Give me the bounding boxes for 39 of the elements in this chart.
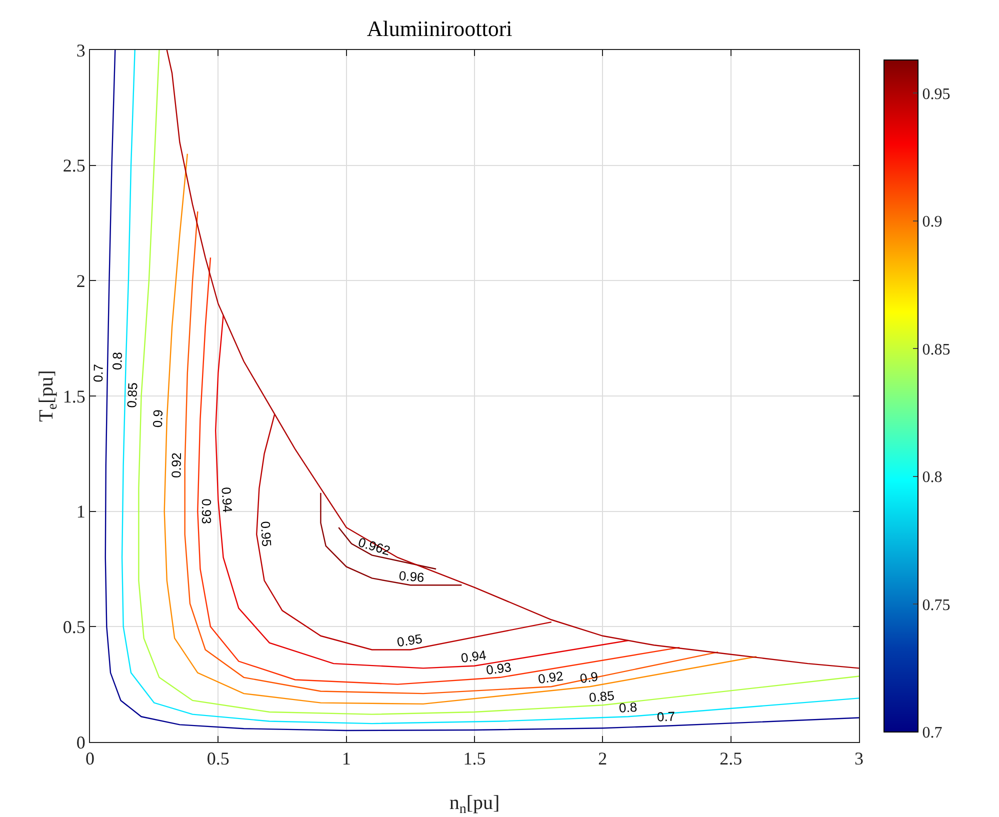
x-tick-label: 1: [342, 748, 351, 769]
text: 0.93: [485, 659, 512, 678]
x-tick-label: 3: [854, 748, 864, 769]
text: 0.95: [258, 520, 274, 547]
color-bar-label: 0.7: [922, 724, 942, 742]
text: 0.85: [124, 382, 140, 408]
text: 0.94: [460, 647, 488, 666]
x-tick-label: 2.5: [720, 748, 742, 769]
chart-title: Alumiiniroottori: [366, 16, 512, 41]
y-tick-label: 0.5: [62, 616, 86, 637]
y-tick-label: 1: [76, 502, 86, 522]
series-label: 0.96: [398, 568, 425, 585]
series-label: 0.7: [656, 708, 676, 724]
y-tick-label: 0: [76, 732, 86, 752]
text: 0.8: [110, 352, 125, 370]
text: 0.94: [218, 486, 236, 513]
x-axis-title: n$_{n}$[pu]: [449, 792, 500, 817]
color-bar-label: 0.9: [922, 214, 942, 231]
text: 0.93: [198, 498, 214, 524]
y-tick-label: 3: [76, 40, 86, 60]
text: 0.962: [356, 534, 392, 558]
color-bar-label: 0.85: [922, 341, 950, 358]
text: 0.85: [588, 688, 615, 706]
x-tick-label: 1.5: [463, 748, 486, 769]
text: 0.9: [150, 409, 166, 428]
text: 0.7: [90, 364, 106, 382]
y-tick-label: 2.5: [62, 156, 86, 176]
text: 0.95: [396, 631, 424, 650]
x-tick-label: 0.5: [206, 748, 230, 769]
x-tick-label: 2: [598, 748, 608, 769]
color-bar-label: 0.75: [922, 596, 950, 614]
color-bar-label: 0.8: [922, 469, 942, 486]
text: 0.92: [537, 668, 564, 687]
text: 0.92: [168, 452, 184, 478]
y-tick-label: 2: [76, 270, 86, 291]
color-bar-label: 0.95: [922, 86, 950, 103]
y-tick-label: 1.5: [62, 386, 86, 406]
series-label: 0.8: [618, 699, 638, 716]
text: 0.9: [579, 668, 600, 686]
